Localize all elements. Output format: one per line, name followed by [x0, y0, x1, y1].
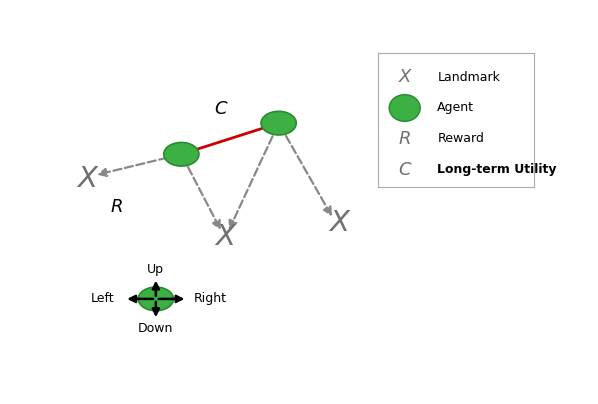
- Text: R: R: [110, 198, 123, 216]
- Circle shape: [138, 287, 173, 311]
- Text: Up: Up: [147, 263, 164, 276]
- Circle shape: [164, 143, 199, 166]
- Text: X: X: [78, 165, 97, 193]
- Text: Left: Left: [90, 292, 114, 305]
- Text: Down: Down: [138, 322, 173, 335]
- Text: C: C: [215, 101, 227, 118]
- Text: X: X: [215, 223, 236, 251]
- Circle shape: [261, 112, 296, 135]
- Text: X: X: [329, 209, 349, 237]
- Text: Right: Right: [194, 292, 227, 305]
